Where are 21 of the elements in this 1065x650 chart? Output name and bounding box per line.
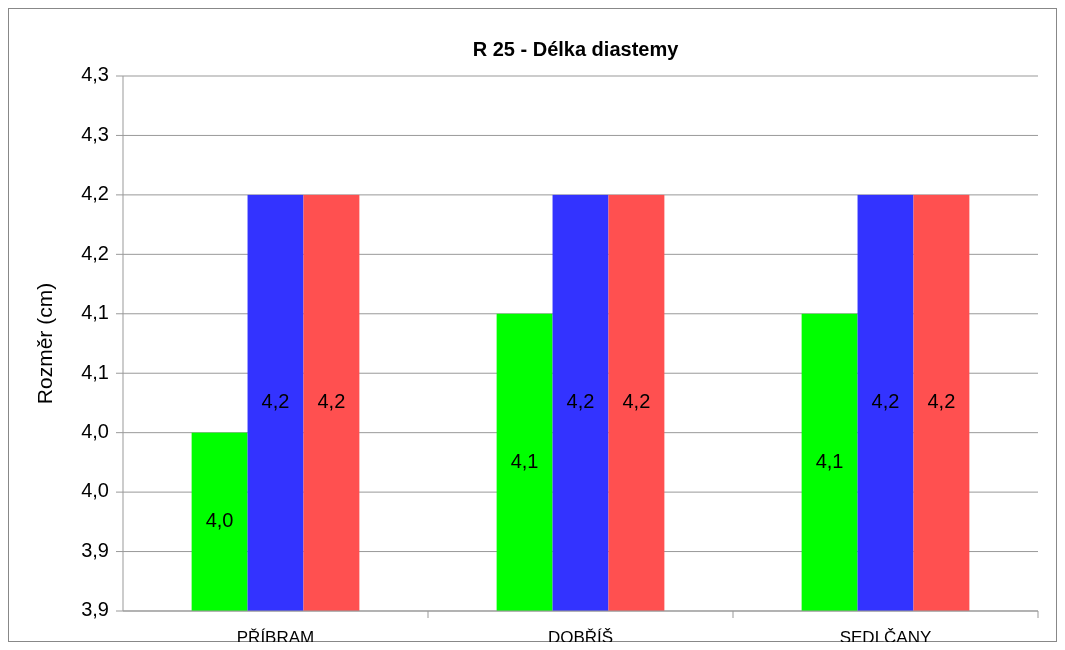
- y-tick-label: 4,3: [81, 122, 109, 145]
- data-label: 4,0: [205, 509, 234, 532]
- y-tick-label: 4,2: [81, 182, 109, 205]
- y-tick-label: 4,1: [81, 360, 109, 383]
- data-label: 4,2: [622, 390, 651, 413]
- chart-title: R 25 - Délka diastemy: [472, 38, 680, 60]
- data-label: 4,2: [927, 390, 956, 413]
- y-tick-label: 4,0: [81, 419, 109, 442]
- data-label: 4,1: [815, 449, 844, 472]
- data-label: 4,2: [566, 390, 595, 413]
- data-label: 4,2: [317, 390, 346, 413]
- data-label: 4,1: [510, 449, 539, 472]
- data-label: 4,2: [261, 390, 290, 413]
- y-tick-label: 4,1: [81, 301, 109, 324]
- data-label: 4,2: [871, 390, 900, 413]
- y-tick-label: 3,9: [81, 598, 109, 621]
- y-tick-label: 4,2: [81, 241, 109, 264]
- y-tick-label: 3,9: [81, 538, 109, 561]
- y-axis-title: Rozměr (cm): [33, 282, 56, 405]
- y-tick-label: 4,0: [81, 479, 109, 502]
- y-tick-label: 4,3: [81, 63, 109, 86]
